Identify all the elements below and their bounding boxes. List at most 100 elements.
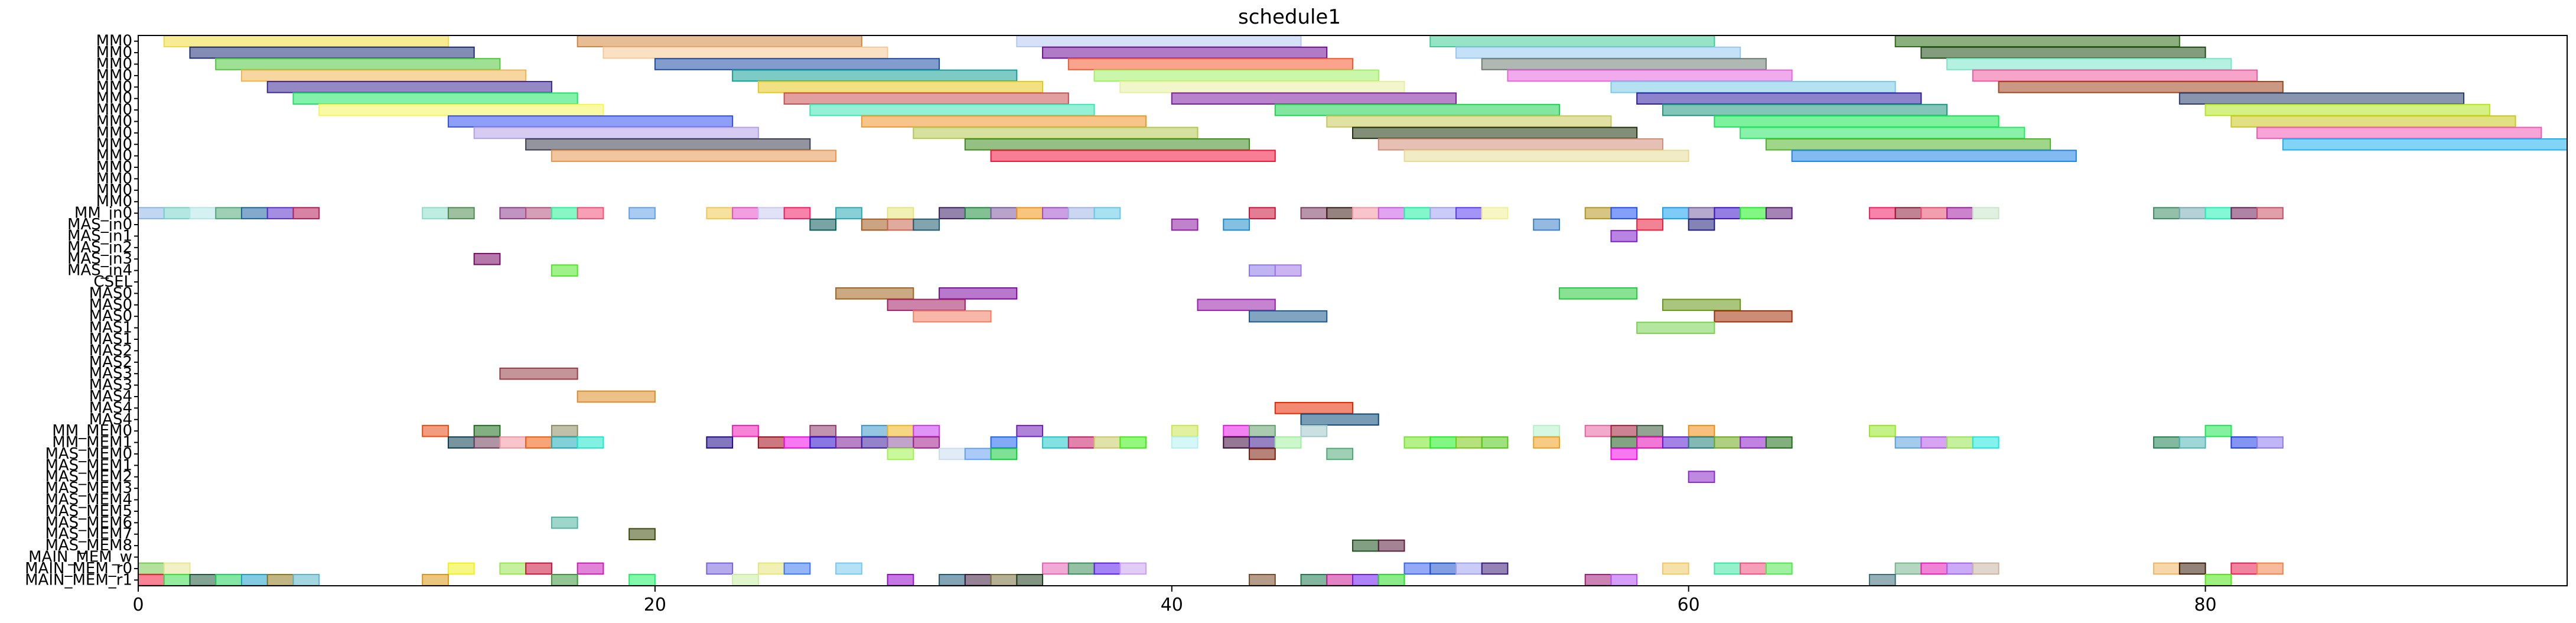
task-bar	[861, 424, 888, 437]
task-bar	[1326, 573, 1354, 586]
task-bar	[1688, 218, 1715, 231]
row-label: MM0	[96, 170, 132, 187]
row-label: MAS_MEM5	[45, 502, 132, 520]
row-label: MAS_MEM6	[45, 514, 132, 531]
task-bar	[939, 207, 966, 219]
x-tick-label: 60	[1678, 595, 1700, 615]
task-bar	[1533, 436, 1560, 449]
task-bar	[1533, 424, 1560, 437]
task-bar	[835, 287, 914, 300]
task-bar	[1972, 436, 1999, 449]
task-bar	[577, 562, 604, 575]
task-bar	[215, 573, 242, 586]
task-bar	[1636, 424, 1663, 437]
task-bar	[1920, 46, 2206, 59]
x-tick-label: 80	[2194, 595, 2216, 615]
task-bar	[1352, 573, 1379, 586]
task-bar	[1765, 436, 1793, 449]
row-label: MM0	[96, 181, 132, 199]
row-label: MAS_in3	[67, 250, 132, 268]
task-bar	[1920, 562, 1948, 575]
task-bar	[628, 573, 656, 586]
task-bar	[1610, 447, 1638, 460]
task-bar	[1507, 69, 1793, 82]
task-bar	[1636, 322, 1715, 334]
task-bar	[1481, 58, 1767, 70]
task-bar	[1042, 562, 1069, 575]
task-bar	[1274, 402, 1353, 414]
task-bar	[577, 436, 604, 449]
task-bar	[525, 436, 552, 449]
task-bar	[809, 436, 837, 449]
task-bar	[1429, 207, 1457, 219]
row-label: MM0	[96, 67, 132, 85]
task-bar	[1403, 207, 1431, 219]
task-bar	[1249, 436, 1276, 449]
row-label: MM0	[96, 33, 132, 50]
task-bar	[835, 436, 862, 449]
task-bar	[1429, 436, 1457, 449]
task-bar	[1946, 58, 2232, 70]
task-bar	[887, 207, 914, 219]
task-bar	[551, 517, 578, 529]
task-bar	[2256, 436, 2284, 449]
task-bar	[732, 424, 759, 437]
row-label: MAS_in0	[67, 216, 132, 233]
row-label: MAS0	[89, 284, 132, 302]
task-bar	[2153, 562, 2180, 575]
task-bar	[1714, 115, 1999, 128]
task-bar	[1533, 218, 1560, 231]
task-bar	[1067, 58, 1353, 70]
row-label: MAS3	[89, 365, 132, 382]
task-bar	[1714, 436, 1741, 449]
task-bar	[1067, 562, 1095, 575]
row-label: MAS0	[89, 296, 132, 314]
row-label: MAIN_MEM_r0	[25, 560, 132, 577]
task-bar	[1016, 573, 1044, 586]
task-bar	[861, 436, 888, 449]
row-label: MAS0	[89, 307, 132, 325]
task-bar	[551, 424, 578, 437]
row-label: MAS1	[89, 319, 132, 337]
task-bar	[1920, 436, 1948, 449]
task-bar	[887, 436, 914, 449]
task-bar	[215, 58, 501, 70]
x-tick-label: 20	[644, 595, 666, 615]
row-label: MAS_MEM8	[45, 537, 132, 554]
bars-layer	[138, 35, 2568, 586]
task-bar	[1429, 35, 1715, 48]
task-bar	[1662, 103, 1948, 116]
task-bar	[2230, 115, 2516, 128]
task-bar	[1662, 207, 1689, 219]
task-bar	[1274, 264, 1302, 277]
task-bar	[2256, 207, 2284, 219]
task-bar	[783, 207, 811, 219]
task-bar	[1352, 207, 1379, 219]
row-label: MAS4	[89, 411, 132, 429]
task-bar	[2204, 424, 2232, 437]
task-bar	[1740, 436, 1767, 449]
row-label: MAS_MEM0	[45, 445, 132, 463]
task-bar	[939, 573, 966, 586]
row-label: MAS3	[89, 377, 132, 394]
task-bar	[1016, 424, 1044, 437]
row-label: MM0	[96, 112, 132, 130]
task-bar	[628, 528, 656, 541]
task-bar	[551, 573, 578, 586]
row-label: MAS_MEM4	[45, 491, 132, 509]
task-bar	[1429, 562, 1457, 575]
task-bar	[422, 424, 449, 437]
task-bar	[499, 207, 527, 219]
task-bar	[1274, 103, 1560, 116]
task-bar	[163, 35, 449, 48]
task-bar	[2204, 103, 2490, 116]
task-bar	[1223, 218, 1250, 231]
task-bar	[1765, 138, 2051, 151]
task-bar	[1791, 150, 2077, 162]
task-bar	[1584, 424, 1612, 437]
task-bar	[551, 150, 837, 162]
task-bar	[1042, 436, 1069, 449]
task-bar	[1300, 424, 1328, 437]
task-bar	[215, 207, 242, 219]
task-bar	[1584, 207, 1612, 219]
